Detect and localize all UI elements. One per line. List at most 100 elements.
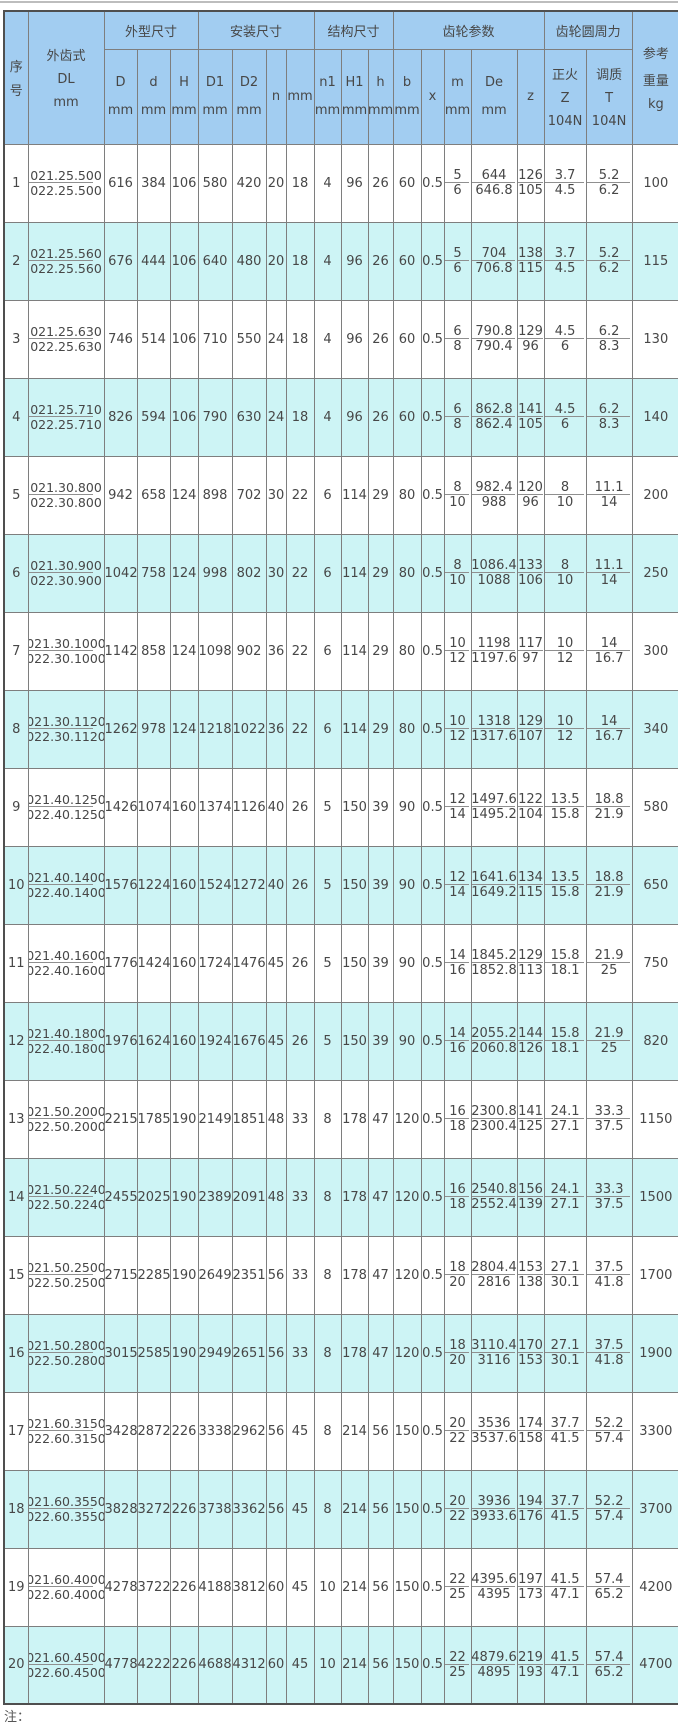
header-col-line: H1 <box>345 75 364 90</box>
split-bottom: 8 <box>453 417 462 432</box>
split-bottom: 47.1 <box>550 1664 580 1680</box>
cell-H1: 114 <box>340 689 369 769</box>
cell-n: 30 <box>265 455 287 535</box>
model-number: 022.25.500 <box>30 183 102 198</box>
split-bottom: 646.8 <box>475 183 513 198</box>
cell-De: 4395.6 4395 <box>470 1547 518 1627</box>
cell-De: 3936 3933.6 <box>470 1469 518 1549</box>
model-number: 021.40.1800 <box>28 1026 104 1041</box>
table-row: 15 021.50.2500 022.50.2500 2715 2285 190 2649 2… <box>3 1235 678 1315</box>
cell-z: 122 104 <box>516 767 545 847</box>
split-bottom: 3933.6 <box>471 1509 517 1524</box>
split-top: 129 <box>518 714 543 729</box>
model-stack: 021.25.710 022.25.710 <box>29 402 103 432</box>
cell-normalized-Z: 3.7 4.5 <box>543 221 587 301</box>
split-top: 3936 <box>472 1494 516 1509</box>
cell-H1: 96 <box>340 221 369 301</box>
cell-n: 40 <box>265 767 287 847</box>
cell-seq: 17 <box>3 1391 29 1471</box>
cell-normalized-Z: 13.5 15.8 <box>543 767 587 847</box>
cell-D: 1262 <box>103 689 138 769</box>
header-col-quenched-T: 调质 T 104N <box>585 48 633 145</box>
split-top: 1845.2 <box>471 948 517 963</box>
split-bottom: 862.4 <box>475 417 513 432</box>
table-row: 14 021.50.2240 022.50.2240 2455 2025 190 2389 2… <box>3 1157 678 1237</box>
split-cell: 12 14 <box>445 792 470 822</box>
split-bottom: 27.1 <box>550 1119 580 1134</box>
cell-b: 90 <box>392 767 422 847</box>
split-top: 4395.6 <box>471 1572 517 1587</box>
split-bottom: 8.3 <box>598 339 620 354</box>
header-col-line: T <box>605 91 614 106</box>
split-bottom: 1197.6 <box>471 651 517 666</box>
split-bottom: 27.1 <box>550 1197 580 1212</box>
split-bottom: 25 <box>449 1587 466 1602</box>
split-cell: 197 173 <box>518 1572 543 1602</box>
cell-m: 22 25 <box>443 1625 472 1705</box>
model-number: 022.60.3550 <box>28 1509 104 1524</box>
split-bottom: 6.2 <box>598 183 620 198</box>
model-number: 022.60.4000 <box>28 1587 104 1602</box>
cell-mm-hole: 22 <box>285 455 315 535</box>
table-row: 11 021.40.1600 022.40.1600 1776 1424 160 1724 1… <box>3 923 678 1003</box>
split-cell: 174 158 <box>518 1416 543 1446</box>
split-bottom: 14 <box>449 807 466 822</box>
split-top: 27.1 <box>545 1260 585 1275</box>
cell-b: 150 <box>392 1625 422 1705</box>
split-top: 1641.6 <box>471 870 517 885</box>
split-cell: 153 138 <box>518 1260 543 1290</box>
cell-model: 021.30.900 022.30.900 <box>27 533 105 613</box>
model-number: 022.40.1250 <box>28 807 104 822</box>
split-top: 141 <box>518 402 543 417</box>
cell-weight: 750 <box>631 923 678 1003</box>
split-bottom: 30.1 <box>550 1353 580 1368</box>
split-bottom: 37.5 <box>594 1197 624 1212</box>
split-bottom: 3537.6 <box>471 1431 517 1446</box>
split-top: 8 <box>445 480 470 495</box>
cell-h: 29 <box>367 689 394 769</box>
cell-d: 4222 <box>136 1625 171 1705</box>
table-row: 10 021.40.1400 022.40.1400 1576 1224 160 1524 1… <box>3 845 678 925</box>
header-col-m: m mm <box>443 48 472 145</box>
cell-D2: 2962 <box>231 1391 267 1471</box>
cell-H: 160 <box>169 767 199 847</box>
split-cell: 15.8 18.1 <box>545 948 585 978</box>
table-row: 6 021.30.900 022.30.900 1042 758 124 998 802 30 2… <box>3 533 678 613</box>
cell-De: 1086.4 1088 <box>470 533 518 613</box>
model-number: 021.30.1120 <box>28 714 104 729</box>
footnote: 注： <box>4 1710 31 1725</box>
cell-model: 021.25.710 022.25.710 <box>27 377 105 457</box>
model-stack: 021.50.2500 022.50.2500 <box>29 1260 103 1290</box>
split-bottom: 113 <box>518 963 543 978</box>
split-top: 18 <box>445 1260 470 1275</box>
cell-D: 1042 <box>103 533 138 613</box>
split-cell: 3.7 4.5 <box>545 246 585 276</box>
split-cell: 52.2 57.4 <box>587 1416 631 1446</box>
split-top: 52.2 <box>587 1494 631 1509</box>
cell-quenched-T: 33.3 37.5 <box>585 1079 633 1159</box>
cell-D2: 630 <box>231 377 267 457</box>
cell-weight: 130 <box>631 299 678 379</box>
cell-z: 197 173 <box>516 1547 545 1627</box>
cell-x: 0.5 <box>420 1313 445 1393</box>
cell-quenched-T: 6.2 8.3 <box>585 299 633 379</box>
model-stack: 021.30.900 022.30.900 <box>29 558 103 588</box>
model-number: 021.25.500 <box>29 168 102 183</box>
split-bottom: 41.5 <box>550 1509 580 1524</box>
header-col-line: n <box>271 89 281 104</box>
model-stack: 021.60.3150 022.60.3150 <box>29 1416 103 1446</box>
split-cell: 11.1 14 <box>587 558 631 588</box>
split-bottom: 4395 <box>477 1587 511 1602</box>
cell-m: 18 20 <box>443 1235 472 1315</box>
cell-D2: 480 <box>231 221 267 301</box>
split-top: 33.3 <box>587 1104 631 1119</box>
table-row: 1 021.25.500 022.25.500 616 384 106 580 420 20 18… <box>3 143 678 223</box>
cell-H1: 150 <box>340 767 369 847</box>
cell-De: 790.8 790.4 <box>470 299 518 379</box>
cell-seq: 6 <box>3 533 29 613</box>
model-stack: 021.50.2000 022.50.2000 <box>29 1104 103 1134</box>
